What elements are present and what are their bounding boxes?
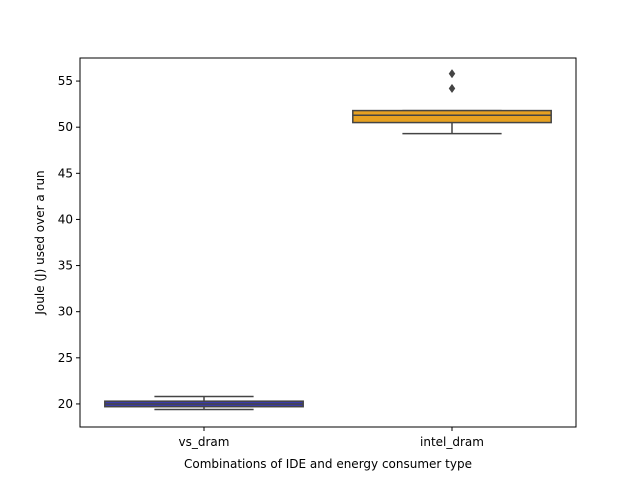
box-iqr (352, 109, 552, 124)
y-tick-label: 40 (58, 212, 73, 226)
y-axis-ticks: 20 25 30 35 40 45 50 55 (58, 74, 80, 411)
y-tick-label: 35 (58, 259, 73, 273)
y-tick-label: 30 (58, 305, 73, 319)
y-tick-label: 20 (58, 397, 73, 411)
x-axis-ticks: vs_dram intel_dram (179, 427, 484, 449)
box-group-intel-dram (352, 69, 552, 135)
plot-area (104, 69, 552, 411)
x-tick-label-vs-dram: vs_dram (179, 435, 230, 449)
y-tick-label: 50 (58, 120, 73, 134)
y-tick-label: 25 (58, 351, 73, 365)
y-tick-label: 55 (58, 74, 73, 88)
x-tick-label-intel-dram: intel_dram (420, 435, 484, 449)
y-tick-label: 45 (58, 166, 73, 180)
outlier-point (448, 83, 456, 94)
box-group-vs-dram (104, 395, 304, 411)
axes-frame (79, 57, 577, 428)
outlier-point (448, 69, 456, 79)
y-axis-label: Joule (J) used over a run (33, 170, 47, 315)
x-axis-label: Combinations of IDE and energy consumer … (184, 457, 472, 471)
